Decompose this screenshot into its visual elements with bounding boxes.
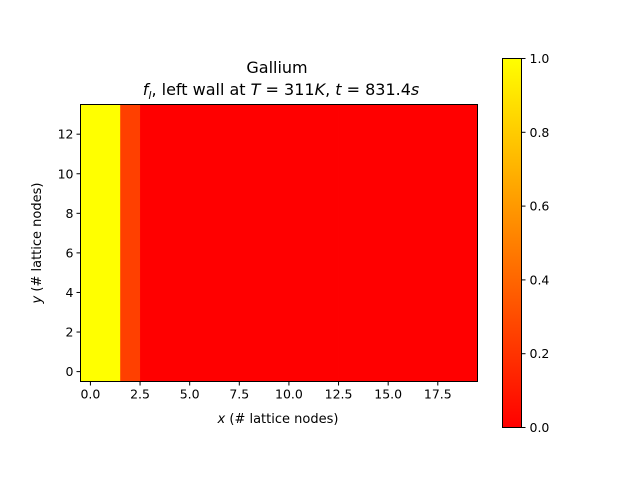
x-axis-label: x (# lattice nodes): [217, 412, 339, 427]
heatmap-column: [239, 104, 260, 382]
x-axis-ticks: 0.0 2.5 5.0 7.5 10.0 12.5 15.0 17.5: [80, 381, 452, 402]
plot-frame: [80, 104, 478, 382]
heatmap-column: [100, 104, 121, 382]
chart-subtitle: fl, left wall at T = 311K, t = 831.4s: [143, 80, 420, 102]
heatmap-column: [120, 104, 141, 382]
heatmap-column: [259, 104, 280, 382]
heatmap-column: [140, 104, 161, 382]
heatmap-column: [80, 104, 101, 382]
x-tick-label: 10.0: [275, 387, 303, 402]
colorbar-tick-label: 0.8: [530, 125, 550, 140]
heatmap-cells: [80, 104, 478, 382]
colorbar-tick-label: 0.4: [530, 272, 550, 287]
y-tick-label: 8: [66, 206, 74, 221]
heatmap-column: [457, 104, 478, 382]
heatmap-column: [179, 104, 200, 382]
chart-title: Gallium: [246, 58, 307, 77]
x-tick-label: 2.5: [130, 387, 150, 402]
x-tick-label: 5.0: [180, 387, 200, 402]
heatmap-column: [378, 104, 399, 382]
colorbar-tick-label: 0.2: [530, 346, 550, 361]
y-tick-label: 10: [58, 166, 74, 181]
x-tick-label: 0.0: [80, 387, 100, 402]
heatmap-column: [279, 104, 300, 382]
x-tick-label: 12.5: [325, 387, 353, 402]
x-tick-label: 15.0: [374, 387, 402, 402]
colorbar-gradient: [502, 58, 522, 428]
colorbar-tick-label: 0.0: [530, 420, 550, 435]
y-axis-ticks: 0 2 4 6 8 10 12: [58, 127, 81, 379]
heatmap-column: [318, 104, 339, 382]
heatmap-column: [358, 104, 379, 382]
heatmap-column: [437, 104, 459, 382]
colorbar-tick-label: 1.0: [530, 51, 550, 66]
x-tick-label: 7.5: [229, 387, 249, 402]
y-axis-label: y (# lattice nodes): [30, 183, 45, 305]
y-tick-label: 2: [66, 325, 74, 340]
heatmap-column: [398, 104, 419, 382]
colorbar-tick-label: 0.6: [530, 199, 550, 214]
x-tick-label: 17.5: [424, 387, 452, 402]
heatmap-column: [338, 104, 359, 382]
heatmap-column: [159, 104, 181, 382]
colorbar-ticks: 0.0 0.2 0.4 0.6 0.8 1.0: [521, 51, 550, 435]
y-tick-label: 12: [58, 127, 74, 142]
y-tick-label: 4: [66, 285, 74, 300]
heatmap-column: [199, 104, 220, 382]
heatmap-column: [219, 104, 240, 382]
heatmap-column: [298, 104, 320, 382]
y-tick-label: 0: [66, 364, 74, 379]
y-tick-label: 6: [66, 245, 74, 260]
heatmap-column: [417, 104, 439, 382]
